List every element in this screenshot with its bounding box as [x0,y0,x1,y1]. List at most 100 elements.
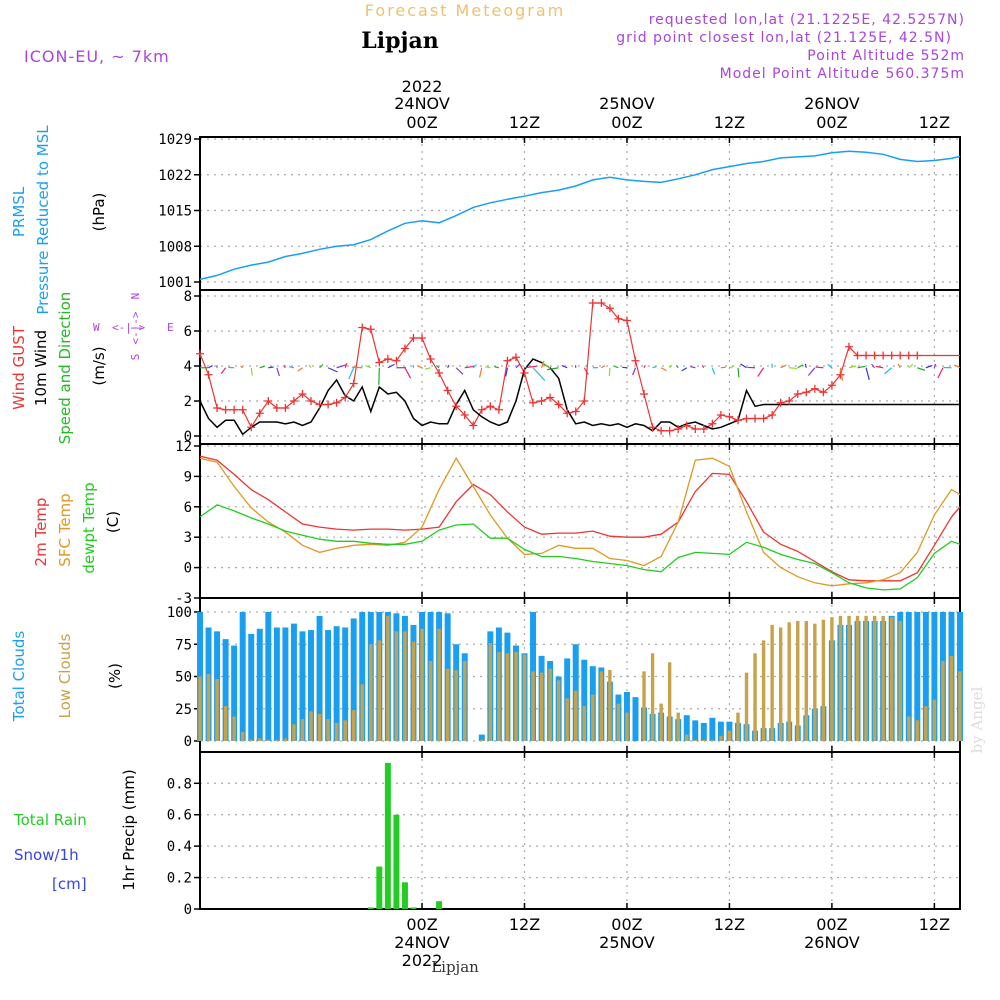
total-cloud-bar [632,697,639,741]
station-title: Lipjan [361,28,438,54]
y-tick-label: 6 [184,500,192,516]
gust-marker [853,351,862,360]
wind-arrow [797,364,804,369]
low-cloud-bar [796,621,800,741]
gust-marker [238,405,247,414]
gust-marker [349,379,358,388]
prmsl-label: PRMSL [10,186,28,237]
wind-arrow [711,367,716,375]
gust-marker [571,407,580,416]
gust-marker [264,397,273,405]
low-cloud-bar [650,653,655,741]
gust-marker [622,316,631,325]
gust-marker [443,386,452,395]
gust-marker [452,402,461,411]
cloud-labels: Total Clouds Low Clouds (%) [10,631,124,723]
compass-e: E [167,321,174,334]
low-cloud-bar [924,706,928,741]
gust-marker [725,412,734,421]
temp-labels: 2m Temp SFC Temp dewpt Temp (C) [32,482,122,573]
gust-marker [751,414,760,423]
wind-arrow [839,367,844,381]
low-cloud-bar [864,615,868,741]
low-cloud-bar [608,670,612,741]
gust-marker [733,416,742,425]
total-cloud-bar [683,715,690,741]
wind-arrow [701,365,705,369]
t2m-label: 2m Temp [32,498,50,567]
compass-s: S [129,354,142,361]
wind-arrow [447,364,450,369]
gust-marker [614,314,623,323]
low-cloud-bar [548,668,552,741]
wind-arrow [681,367,688,372]
y-tick-label: 50 [175,670,192,686]
y-tick-label: 4 [184,359,192,375]
low-clouds-label: Low Clouds [56,633,74,718]
total-cloud-bar [282,627,289,741]
gust-marker [716,411,725,419]
gust-marker [315,400,324,409]
low-cloud-bar [369,644,373,741]
gust-marker [213,404,222,412]
wind-arrow [319,364,324,369]
wind-arrow [871,363,876,369]
low-cloud-bar [830,617,834,741]
y-tick-label: 0 [184,734,192,750]
dewpt-label: dewpt Temp [80,482,98,573]
y-tick-label: -3 [175,591,192,607]
compass-v: <-|-> [129,311,142,344]
wind-arrow [690,365,696,369]
wind-arrow [424,367,431,370]
total-cloud-bar [478,734,485,741]
wind-arrow [933,363,937,368]
top-year: 2022 [402,77,443,96]
rain-bar [401,882,408,909]
low-cloud-bar [958,671,962,741]
wind-arrow [660,367,667,372]
low-cloud-bar [334,722,339,741]
compass-h: <-|-> [112,321,145,334]
gust-marker [879,351,888,360]
wind-arrow [547,367,559,371]
low-cloud-bar [915,720,920,741]
total-cloud-bar [273,627,280,741]
gust-marker [605,304,614,313]
wind-arrow [908,363,914,369]
pressure-line [199,150,961,281]
total-cloud-bar [700,722,707,741]
gust-line [199,302,960,432]
gust-marker [580,397,589,405]
pressure-unit: (hPa) [90,193,108,232]
rain-bar [436,901,443,909]
program-title: Forecast Meteogram [365,1,565,20]
low-cloud-bar [744,672,749,741]
low-cloud-bar [847,615,851,741]
gust-marker [691,425,700,433]
low-cloud-bar [292,724,296,741]
wind-arrow [250,367,253,376]
wind-arrow [632,367,637,376]
wind-dir-label: Speed and Direction [56,292,74,445]
precip-labels: Total Rain Snow/1h [cm] 1hr Precip (mm) [13,769,138,893]
wind-arrow [240,365,244,369]
gust-marker [904,351,913,360]
compass-n: N [129,293,142,300]
wind-arrow [348,367,355,380]
low-cloud-bar [352,710,356,741]
wind-arrow [435,365,440,369]
wind-arrow [455,367,464,375]
panel-1hr-precip: 0 0.2 0.4 0.6 0.8 [167,751,961,918]
wind-arrow [815,366,824,369]
y-tick-label: 2 [184,394,192,410]
precip-unit: 1hr Precip (mm) [120,769,138,890]
low-cloud-bar [411,641,416,741]
model-label: ICON-EU, ~ 7km [24,47,170,66]
wind-arrow [268,366,274,369]
total-cloud-bar [308,630,314,741]
wind-arrow [327,367,338,373]
gust-marker [665,426,674,435]
total-cloud-bar [290,623,297,741]
